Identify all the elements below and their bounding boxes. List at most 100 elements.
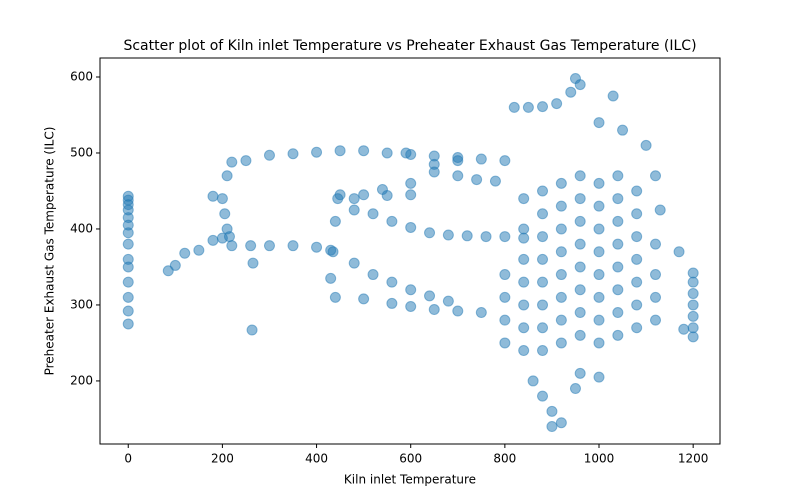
point [518, 345, 530, 357]
point [555, 291, 567, 303]
point [475, 307, 487, 319]
x-tick-label: 1000 [584, 452, 615, 466]
point [405, 300, 417, 312]
point [574, 367, 586, 379]
point [471, 174, 483, 186]
point [386, 297, 398, 309]
point [574, 238, 586, 250]
point [480, 231, 492, 243]
point [574, 193, 586, 205]
point [499, 269, 511, 281]
point [631, 299, 643, 311]
point [593, 371, 605, 383]
point [593, 117, 605, 129]
point [650, 269, 662, 281]
point [551, 98, 563, 110]
point [687, 322, 699, 334]
point [428, 304, 440, 316]
point [499, 337, 511, 349]
point [555, 269, 567, 281]
point [452, 305, 464, 317]
chart-title: Scatter plot of Kiln inlet Temperature v… [123, 38, 696, 54]
point [612, 238, 624, 250]
point [508, 101, 520, 113]
point [612, 329, 624, 341]
point [527, 375, 539, 387]
point [631, 253, 643, 265]
point [226, 240, 238, 252]
point [537, 276, 549, 288]
point [122, 238, 134, 250]
x-tick-label: 800 [493, 452, 516, 466]
point [593, 223, 605, 235]
point [499, 314, 511, 326]
point [631, 185, 643, 197]
point [537, 185, 549, 197]
point [518, 223, 530, 235]
point [612, 193, 624, 205]
point [574, 261, 586, 273]
point [612, 307, 624, 319]
point [179, 247, 191, 259]
point [593, 291, 605, 303]
point [687, 331, 699, 343]
point [287, 148, 299, 160]
y-tick-label: 600 [70, 69, 93, 83]
point [537, 345, 549, 357]
point [574, 329, 586, 341]
point [546, 421, 558, 433]
point [219, 208, 231, 220]
x-tick-label: 400 [305, 452, 328, 466]
point [348, 257, 360, 269]
point [555, 246, 567, 258]
y-tick-label: 300 [70, 297, 93, 311]
point [348, 193, 360, 205]
point [221, 223, 233, 235]
point [574, 170, 586, 182]
y-axis-label: Preheater Exhaust Gas Temperature (ILC) [43, 127, 57, 376]
point [405, 284, 417, 296]
point [424, 290, 436, 302]
point [489, 175, 501, 187]
point [654, 204, 666, 216]
x-tick-label: 1200 [678, 452, 709, 466]
point [593, 314, 605, 326]
point [329, 291, 341, 303]
y-tick-label: 500 [70, 145, 93, 159]
point [518, 276, 530, 288]
point [367, 269, 379, 281]
point [311, 241, 323, 253]
point [574, 215, 586, 227]
point [376, 183, 388, 195]
point [329, 215, 341, 227]
point [287, 240, 299, 252]
point [452, 155, 464, 167]
point [358, 293, 370, 305]
point [555, 337, 567, 349]
point [593, 337, 605, 349]
point [593, 200, 605, 212]
point [122, 305, 134, 317]
point [687, 288, 699, 300]
plot-frame [99, 57, 721, 445]
point [325, 272, 337, 284]
point [650, 291, 662, 303]
point [612, 261, 624, 273]
point [537, 390, 549, 402]
point [221, 170, 233, 182]
point [678, 323, 690, 335]
point [246, 324, 258, 336]
point [650, 238, 662, 250]
point [555, 223, 567, 235]
point [555, 417, 567, 429]
point [475, 153, 487, 165]
point [122, 291, 134, 303]
point [381, 147, 393, 159]
point [617, 124, 629, 136]
point [537, 231, 549, 243]
point [263, 149, 275, 161]
point [593, 246, 605, 258]
point [499, 155, 511, 167]
